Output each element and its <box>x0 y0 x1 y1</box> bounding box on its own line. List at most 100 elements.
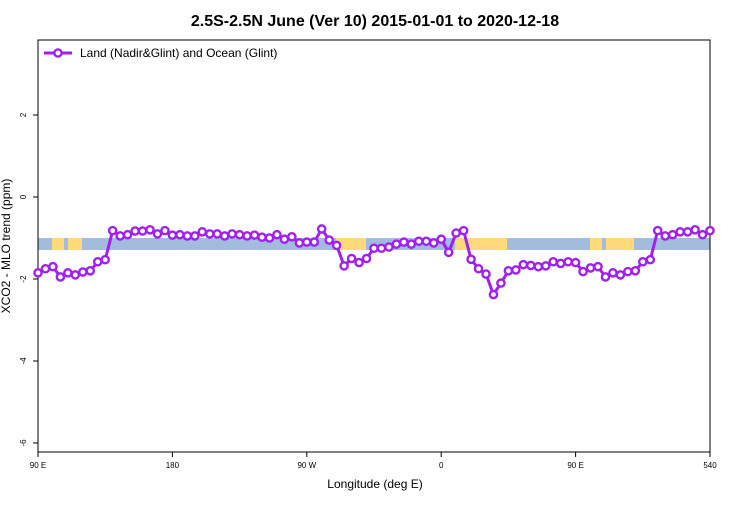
data-point <box>466 254 476 265</box>
legend-marker <box>53 48 63 58</box>
data-point <box>182 231 193 241</box>
data-point <box>249 230 260 240</box>
x-tick-label: 180 <box>166 461 180 470</box>
data-point <box>63 268 73 278</box>
x-tick-label: 0 <box>439 461 444 470</box>
data-point <box>593 261 603 272</box>
data-point <box>279 234 290 245</box>
data-point <box>511 265 521 275</box>
y-tick-label: 2 <box>19 112 28 117</box>
data-point <box>40 263 51 274</box>
x-tick-label: 90 W <box>297 461 316 470</box>
data-point <box>242 231 252 241</box>
data-point <box>85 266 96 276</box>
data-point <box>682 227 693 237</box>
data-point <box>428 238 439 248</box>
data-point <box>145 225 155 235</box>
data-point <box>473 263 484 274</box>
data-point <box>227 229 237 239</box>
x-tick-label: 90 E <box>567 461 583 470</box>
data-point <box>413 236 424 247</box>
data-point <box>563 256 573 267</box>
data-point <box>152 229 163 239</box>
data-point <box>540 261 551 271</box>
data-point <box>122 229 133 240</box>
land-patch <box>455 238 507 250</box>
data-point <box>189 231 200 241</box>
data-point <box>481 269 491 279</box>
data-point <box>287 231 297 242</box>
data-point <box>197 227 208 237</box>
data-point <box>608 268 618 278</box>
data-point <box>78 267 88 277</box>
data-point <box>697 229 708 240</box>
data-point <box>578 266 588 277</box>
land-patch <box>336 238 366 250</box>
data-point <box>70 270 81 280</box>
data-point <box>526 260 536 271</box>
y-tick-label: -6 <box>19 439 28 447</box>
data-point <box>570 257 581 268</box>
data-point <box>518 259 529 270</box>
data-point <box>690 225 700 235</box>
data-point <box>638 256 648 267</box>
data-point <box>675 227 685 237</box>
land-patch <box>590 238 602 250</box>
data-point <box>55 272 66 282</box>
data-point <box>301 237 312 247</box>
data-point <box>585 263 596 273</box>
data-point <box>406 239 417 249</box>
data-point <box>309 237 320 247</box>
data-point <box>451 228 461 238</box>
land-patch <box>606 238 634 250</box>
data-point <box>615 270 626 280</box>
data-point <box>175 229 185 240</box>
data-point <box>443 247 454 258</box>
data-point <box>234 229 245 240</box>
data-point <box>652 225 663 236</box>
data-point <box>623 266 633 277</box>
data-point <box>555 258 566 269</box>
land-patch <box>52 238 64 250</box>
data-point <box>331 240 342 251</box>
data-point <box>160 225 170 236</box>
data-point <box>533 261 544 272</box>
data-point <box>100 254 110 265</box>
y-tick-label: -2 <box>19 275 28 283</box>
data-point <box>630 266 641 276</box>
data-point <box>324 235 335 245</box>
data-point <box>257 232 267 242</box>
data-point <box>272 229 282 240</box>
data-point <box>376 243 387 254</box>
data-point <box>548 256 559 267</box>
data-point <box>115 231 125 241</box>
legend-label: Land (Nadir&Glint) and Ocean (Glint) <box>80 46 277 60</box>
data-point <box>645 254 656 265</box>
data-point <box>391 239 402 249</box>
data-point <box>346 253 357 264</box>
data-point <box>219 231 230 241</box>
data-point <box>264 233 275 243</box>
data-point <box>361 253 372 264</box>
land-patch <box>68 238 82 250</box>
data-point <box>339 261 349 271</box>
y-tick-label: 0 <box>19 194 28 199</box>
data-point <box>421 236 432 247</box>
data-point <box>458 225 469 236</box>
x-tick-label: 540 <box>703 461 717 470</box>
y-tick-label: -4 <box>19 357 28 365</box>
data-point <box>33 268 43 278</box>
data-point <box>212 229 222 239</box>
data-point <box>399 237 409 247</box>
data-point <box>92 256 103 267</box>
data-point <box>294 238 305 248</box>
data-point <box>660 231 671 241</box>
data-point <box>48 261 58 272</box>
data-point <box>496 278 506 288</box>
data-point <box>488 289 499 300</box>
data-point <box>167 230 178 240</box>
data-point <box>137 226 148 236</box>
data-point <box>107 225 118 236</box>
data-point <box>503 266 514 276</box>
